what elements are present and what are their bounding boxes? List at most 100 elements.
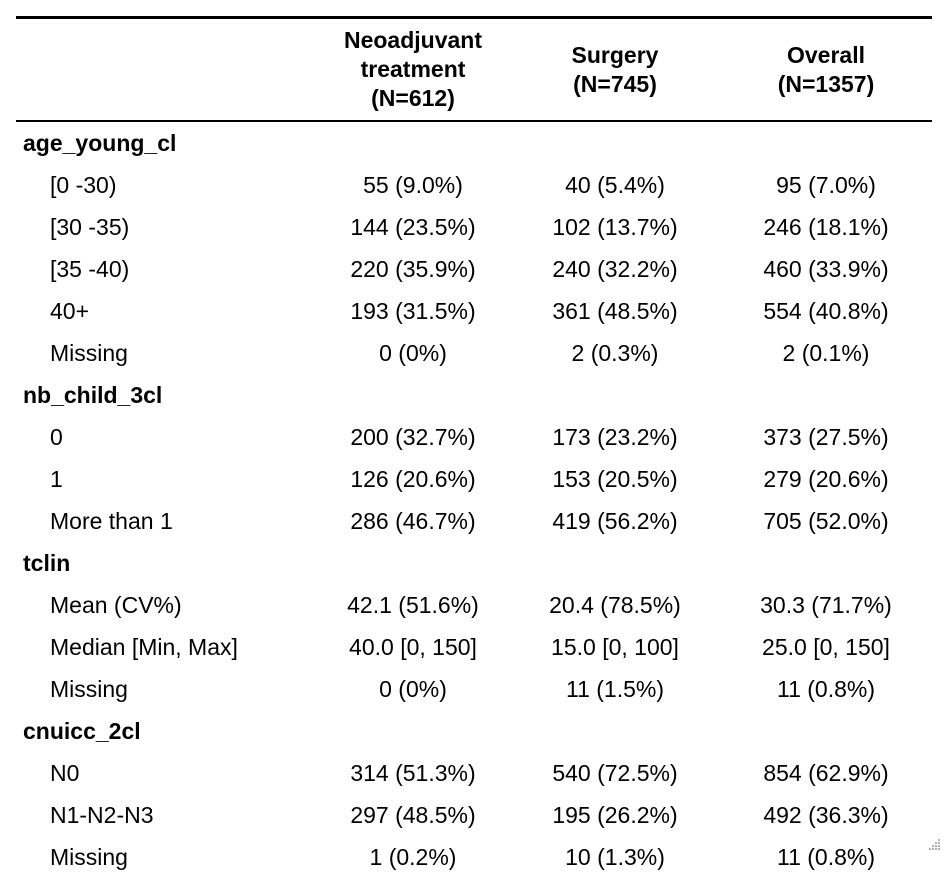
group-empty-cell bbox=[316, 374, 510, 416]
group-empty-cell bbox=[316, 121, 510, 164]
value-cell: 10 (1.3%) bbox=[565, 844, 665, 870]
header-line: Overall bbox=[787, 41, 865, 68]
table-row: [35 -40) 220 (35.9%) 240 (32.2%) 460 (33.9%… bbox=[16, 248, 932, 290]
row-label: [0 -30) bbox=[50, 172, 117, 198]
table-row: N1-N2-N3 297 (48.5%) 195 (26.2%) 492 (36.3%… bbox=[16, 794, 932, 836]
group-label: nb_child_3cl bbox=[23, 382, 163, 408]
group-empty-cell bbox=[720, 374, 932, 416]
value-cell: 144 (23.5%) bbox=[350, 214, 476, 240]
group-row: tclin bbox=[16, 542, 932, 584]
value-cell: 705 (52.0%) bbox=[763, 508, 889, 534]
group-empty-cell bbox=[720, 710, 932, 752]
value-cell: 419 (56.2%) bbox=[552, 508, 678, 534]
value-cell: 314 (51.3%) bbox=[350, 760, 476, 786]
value-cell: 153 (20.5%) bbox=[552, 466, 678, 492]
group-empty-cell bbox=[316, 542, 510, 584]
value-cell: 373 (27.5%) bbox=[763, 424, 889, 450]
value-cell: 854 (62.9%) bbox=[763, 760, 889, 786]
group-empty-cell bbox=[720, 121, 932, 164]
header-cell-neoadjuvant: Neoadjuvant treatment (N=612) bbox=[316, 18, 510, 122]
value-cell: 240 (32.2%) bbox=[552, 256, 678, 282]
summary-table: Neoadjuvant treatment (N=612) Surgery (N… bbox=[16, 16, 932, 878]
value-cell: 11 (0.8%) bbox=[776, 676, 875, 702]
header-cell-blank bbox=[16, 18, 316, 122]
row-label: Median [Min, Max] bbox=[50, 634, 238, 660]
resize-grip-icon[interactable] bbox=[926, 836, 942, 852]
header-line: (N=612) bbox=[371, 85, 455, 111]
group-row: nb_child_3cl bbox=[16, 374, 932, 416]
header-line: (N=1357) bbox=[777, 70, 875, 97]
group-label: tclin bbox=[23, 550, 71, 576]
row-label: N1-N2-N3 bbox=[50, 802, 154, 828]
value-cell: 540 (72.5%) bbox=[552, 760, 678, 786]
group-label: age_young_cl bbox=[23, 130, 177, 156]
value-cell: 279 (20.6%) bbox=[763, 466, 889, 492]
row-label: Mean (CV%) bbox=[50, 592, 182, 618]
table-row: 0 200 (32.7%) 173 (23.2%) 373 (27.5%) bbox=[16, 416, 932, 458]
value-cell: 220 (35.9%) bbox=[350, 256, 476, 282]
value-cell: 40 (5.4%) bbox=[565, 172, 665, 198]
group-empty-cell bbox=[510, 121, 720, 164]
value-cell: 1 (0.2%) bbox=[369, 844, 457, 870]
group-row: age_young_cl bbox=[16, 121, 932, 164]
header-cell-overall: Overall (N=1357) bbox=[720, 18, 932, 122]
value-cell: 25.0 [0, 150] bbox=[762, 634, 890, 660]
value-cell: 173 (23.2%) bbox=[552, 424, 678, 450]
row-label: 40+ bbox=[50, 298, 90, 324]
table-row: N0 314 (51.3%) 540 (72.5%) 854 (62.9%) bbox=[16, 752, 932, 794]
row-label: N0 bbox=[50, 760, 80, 786]
header-cell-surgery: Surgery (N=745) bbox=[510, 18, 720, 122]
row-label: [30 -35) bbox=[50, 214, 130, 240]
value-cell: 11 (0.8%) bbox=[776, 844, 875, 870]
value-cell: 42.1 (51.6%) bbox=[347, 592, 479, 618]
table-row: [0 -30) 55 (9.0%) 40 (5.4%) 95 (7.0%) bbox=[16, 164, 932, 206]
value-cell: 0 (0%) bbox=[379, 676, 447, 702]
value-cell: 102 (13.7%) bbox=[552, 214, 678, 240]
group-empty-cell bbox=[720, 542, 932, 584]
value-cell: 30.3 (71.7%) bbox=[760, 592, 892, 618]
value-cell: 297 (48.5%) bbox=[350, 802, 476, 828]
table-body: age_young_cl [0 -30) 55 (9.0%) 40 (5.4%) 95 … bbox=[16, 121, 932, 878]
row-label: [35 -40) bbox=[50, 256, 130, 282]
table-row: [30 -35) 144 (23.5%) 102 (13.7%) 246 (18.1%… bbox=[16, 206, 932, 248]
header-line: (N=745) bbox=[573, 70, 657, 97]
group-empty-cell bbox=[510, 542, 720, 584]
value-cell: 195 (26.2%) bbox=[552, 802, 678, 828]
header-row: Neoadjuvant treatment (N=612) Surgery (N… bbox=[16, 17, 932, 122]
row-label: Missing bbox=[50, 676, 128, 702]
row-label: 0 bbox=[50, 424, 63, 450]
value-cell: 492 (36.3%) bbox=[763, 802, 889, 828]
value-cell: 126 (20.6%) bbox=[350, 466, 476, 492]
group-label: cnuicc_2cl bbox=[23, 718, 141, 744]
table-row: More than 1 286 (46.7%) 419 (56.2%) 705 (52… bbox=[16, 500, 932, 542]
table-row: 1 126 (20.6%) 153 (20.5%) 279 (20.6%) bbox=[16, 458, 932, 500]
group-row: cnuicc_2cl bbox=[16, 710, 932, 752]
value-cell: 246 (18.1%) bbox=[763, 214, 889, 240]
value-cell: 361 (48.5%) bbox=[552, 298, 678, 324]
table-row: Missing 0 (0%) 2 (0.3%) 2 (0.1%) bbox=[16, 332, 932, 374]
header-line: treatment bbox=[360, 56, 466, 82]
table-row: Missing 0 (0%) 11 (1.5%) 11 (0.8%) bbox=[16, 668, 932, 710]
value-cell: 2 (0.3%) bbox=[571, 340, 659, 366]
value-cell: 460 (33.9%) bbox=[763, 256, 889, 282]
value-cell: 0 (0%) bbox=[379, 340, 447, 366]
header-line: Surgery bbox=[571, 41, 659, 68]
value-cell: 15.0 [0, 100] bbox=[551, 634, 679, 660]
row-label: Missing bbox=[50, 340, 128, 366]
row-label: 1 bbox=[50, 466, 63, 492]
value-cell: 286 (46.7%) bbox=[350, 508, 476, 534]
table-row: Median [Min, Max] 40.0 [0, 150] 15.0 [0, 1… bbox=[16, 626, 932, 668]
table-row: Missing 1 (0.2%) 10 (1.3%) 11 (0.8%) bbox=[16, 836, 932, 878]
value-cell: 200 (32.7%) bbox=[350, 424, 476, 450]
header-line: Neoadjuvant bbox=[343, 27, 483, 53]
group-empty-cell bbox=[510, 710, 720, 752]
table-header: Neoadjuvant treatment (N=612) Surgery (N… bbox=[16, 17, 932, 122]
group-empty-cell bbox=[316, 710, 510, 752]
table-row: Mean (CV%) 42.1 (51.6%) 20.4 (78.5%) 30.3 (… bbox=[16, 584, 932, 626]
row-label: Missing bbox=[50, 844, 128, 870]
value-cell: 554 (40.8%) bbox=[763, 298, 889, 324]
value-cell: 11 (1.5%) bbox=[565, 676, 664, 702]
value-cell: 2 (0.1%) bbox=[782, 340, 870, 366]
value-cell: 40.0 [0, 150] bbox=[349, 634, 477, 660]
value-cell: 193 (31.5%) bbox=[350, 298, 476, 324]
